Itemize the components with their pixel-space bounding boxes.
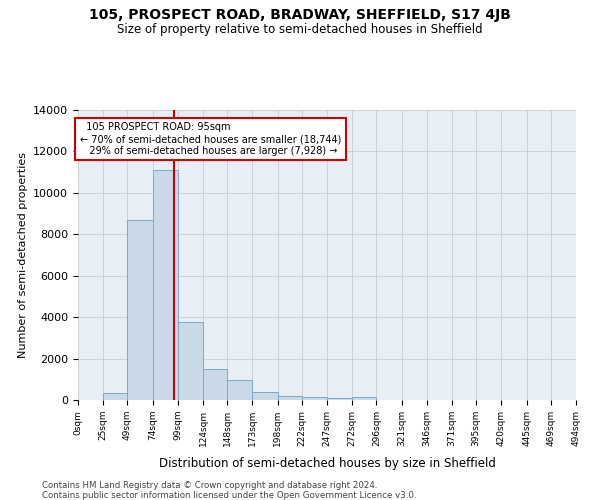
Bar	[127, 220, 152, 400]
Bar	[152, 170, 178, 400]
Bar	[178, 322, 203, 400]
Bar	[227, 380, 253, 400]
Bar	[327, 398, 352, 400]
Bar	[103, 393, 127, 400]
Text: Contains public sector information licensed under the Open Government Licence v3: Contains public sector information licen…	[42, 491, 416, 500]
Text: 105 PROSPECT ROAD: 95sqm
← 70% of semi-detached houses are smaller (18,744)
   2: 105 PROSPECT ROAD: 95sqm ← 70% of semi-d…	[80, 122, 341, 156]
Text: Distribution of semi-detached houses by size in Sheffield: Distribution of semi-detached houses by …	[158, 458, 496, 470]
Bar	[352, 398, 376, 400]
Bar	[253, 392, 278, 400]
Text: Contains HM Land Registry data © Crown copyright and database right 2024.: Contains HM Land Registry data © Crown c…	[42, 481, 377, 490]
Bar	[203, 368, 227, 400]
Text: Size of property relative to semi-detached houses in Sheffield: Size of property relative to semi-detach…	[117, 22, 483, 36]
Y-axis label: Number of semi-detached properties: Number of semi-detached properties	[17, 152, 28, 358]
Bar	[302, 397, 327, 400]
Bar	[278, 396, 302, 400]
Text: 105, PROSPECT ROAD, BRADWAY, SHEFFIELD, S17 4JB: 105, PROSPECT ROAD, BRADWAY, SHEFFIELD, …	[89, 8, 511, 22]
